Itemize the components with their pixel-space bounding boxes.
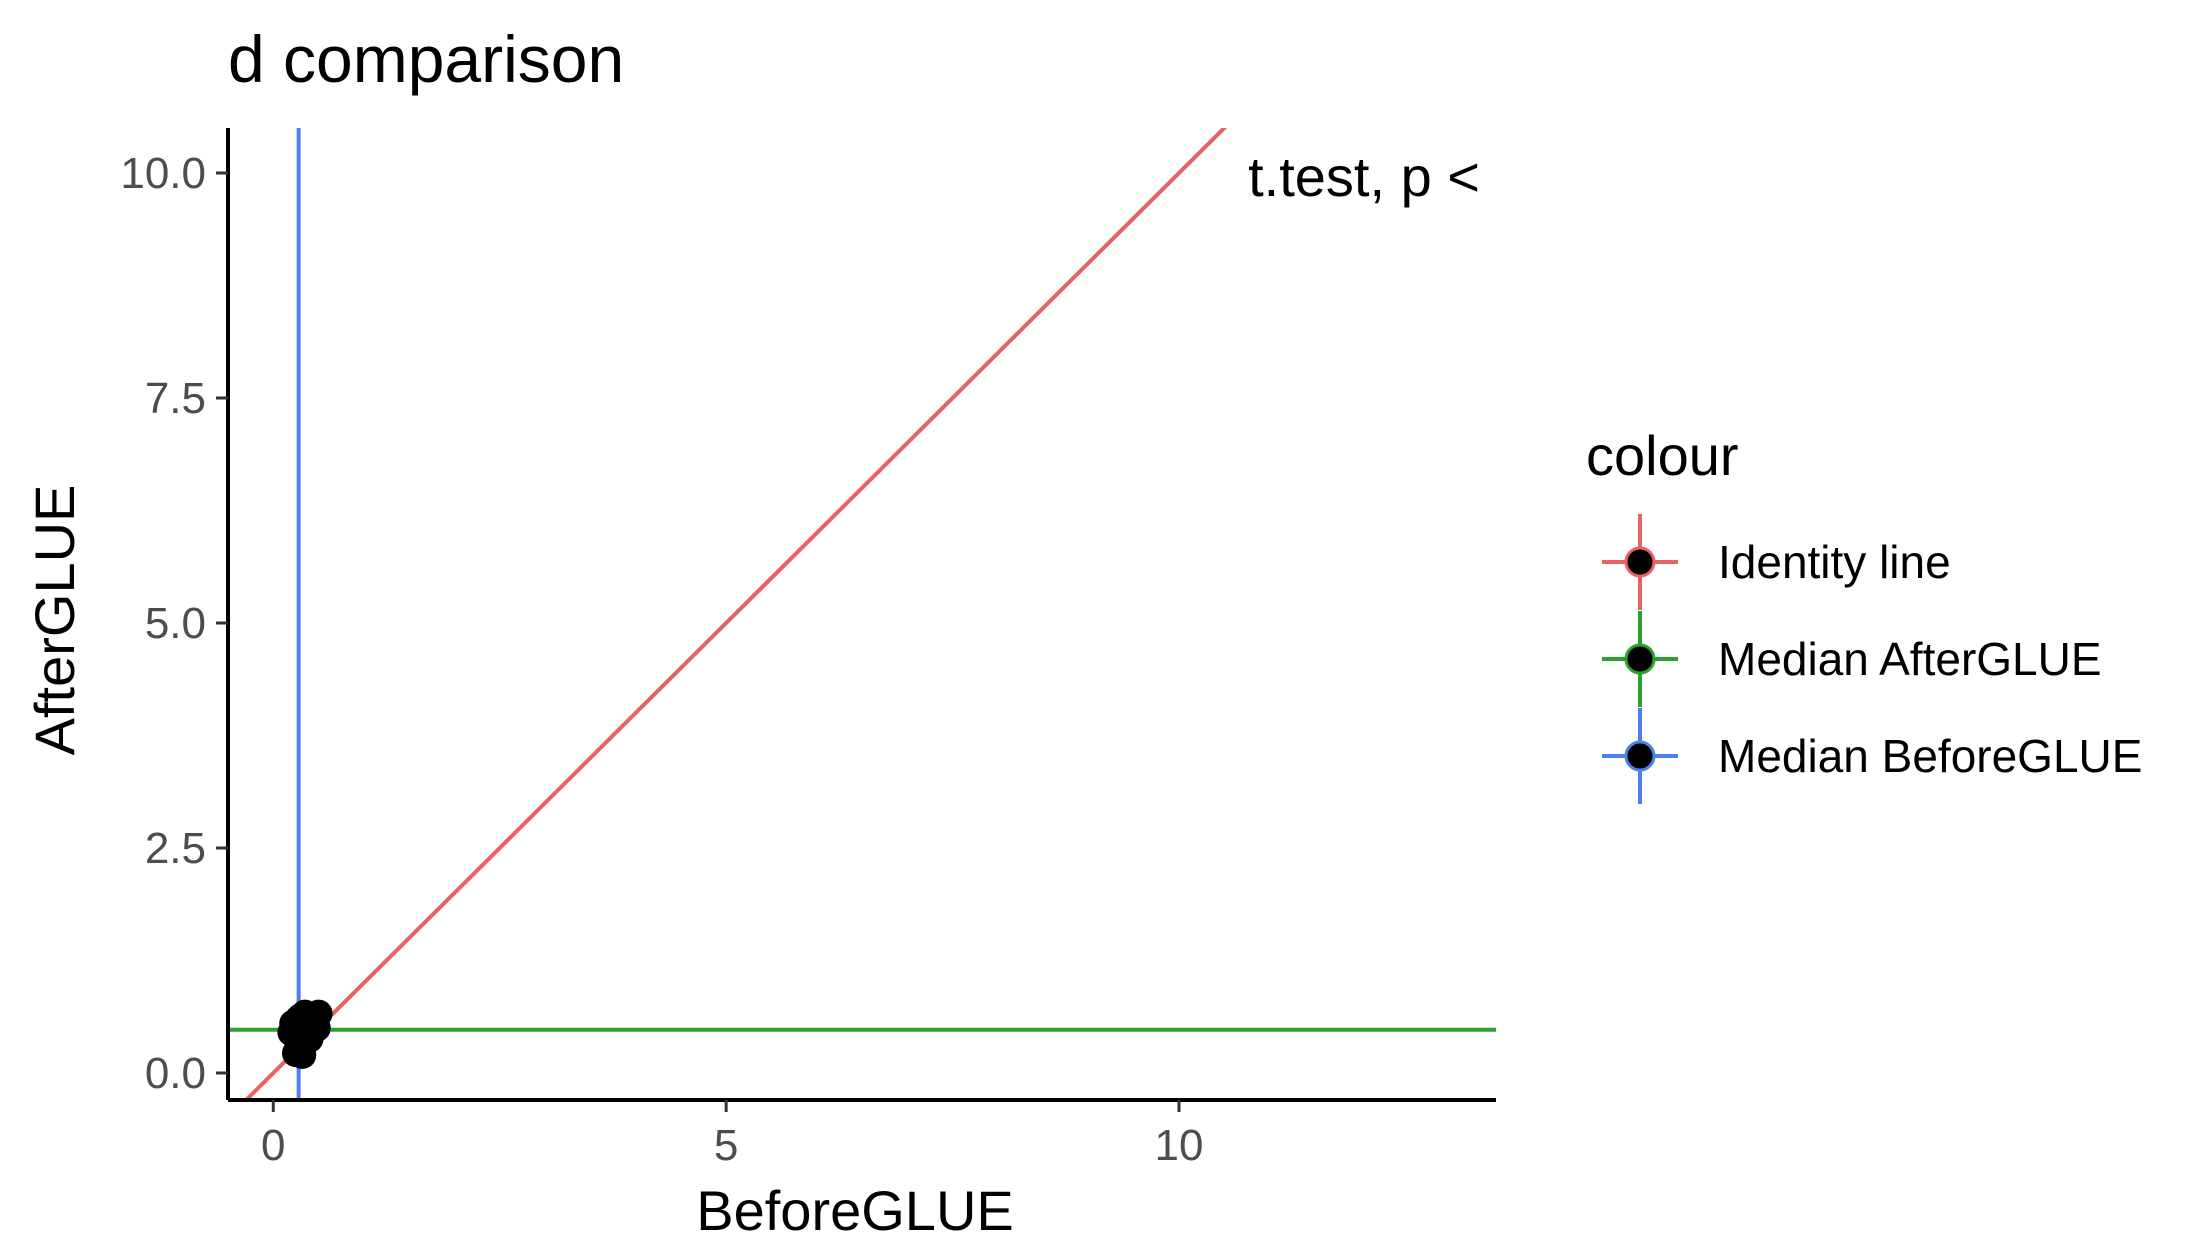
legend-entry: Median AfterGLUE	[1602, 611, 2102, 707]
legend-key-ring	[1624, 740, 1656, 772]
legend-entry: Identity line	[1602, 514, 1951, 610]
x-tick-label: 10	[1155, 1121, 1204, 1170]
legend: colour Identity line Median AfterGLUE Medi…	[1586, 424, 2142, 804]
legend-key-ring	[1624, 546, 1656, 578]
identity-line	[243, 128, 1228, 1100]
y-tick-label: 5.0	[145, 599, 206, 648]
legend-entry: Median BeforeGLUE	[1602, 708, 2142, 804]
reference-lines	[228, 128, 1496, 1100]
legend-label: Median AfterGLUE	[1718, 633, 2102, 685]
legend-title: colour	[1586, 424, 1739, 487]
plot-area: 0 5 10 0.0 2.5 5.0 7.5 10.0 t.test, p <	[120, 128, 1496, 1170]
x-tick-label: 0	[261, 1121, 285, 1170]
y-tick-label: 0.0	[145, 1049, 206, 1098]
x-tick-label: 5	[714, 1121, 738, 1170]
data-points	[277, 999, 333, 1069]
legend-label: Identity line	[1718, 536, 1951, 588]
legend-label: Median BeforeGLUE	[1718, 730, 2142, 782]
y-tick-label: 2.5	[145, 824, 206, 873]
legend-key-ring	[1624, 643, 1656, 675]
legend-key-point	[1626, 548, 1654, 576]
data-point	[289, 1021, 318, 1050]
legend-key-point	[1626, 742, 1654, 770]
x-axis-title: BeforeGLUE	[696, 1179, 1014, 1242]
chart-title: d comparison	[228, 22, 624, 96]
y-tick-label: 7.5	[145, 374, 206, 423]
y-axis-title: AfterGLUE	[23, 485, 86, 756]
y-tick-label: 10.0	[120, 149, 206, 198]
legend-key-point	[1626, 645, 1654, 673]
test-annotation: t.test, p <	[1248, 145, 1480, 208]
